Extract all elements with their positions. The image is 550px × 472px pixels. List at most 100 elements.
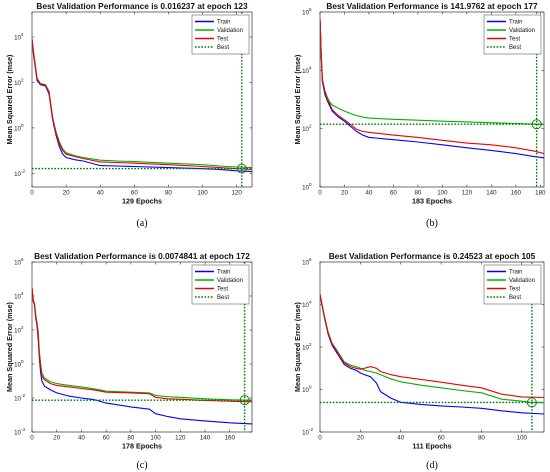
x-axis-label: 129 Epochs	[122, 197, 162, 206]
x-tick-label: 100	[437, 190, 448, 197]
panel-caption: (c)	[136, 460, 147, 471]
x-tick-label: 120	[462, 190, 473, 197]
legend-label-train: Train	[509, 20, 522, 26]
x-tick-label: 60	[438, 435, 445, 442]
y-tick-exponent: -4	[21, 427, 26, 432]
y-tick-exponent: 0	[21, 359, 24, 364]
legend-label-test: Test	[217, 287, 228, 293]
y-tick-label: 10	[302, 387, 309, 394]
x-axis-label: 183 Epochs	[412, 197, 452, 206]
x-tick-label: 80	[127, 435, 134, 442]
series-group	[32, 12, 252, 187]
y-tick-label: 10	[14, 260, 21, 267]
x-tick-label: 60	[131, 190, 138, 197]
y-tick-label: 10	[14, 294, 21, 301]
x-tick-label: 100	[197, 190, 208, 197]
y-tick-exponent: -2	[21, 393, 26, 398]
y-tick-label: 10	[302, 68, 309, 75]
legend-label-best: Best	[509, 295, 521, 301]
y-axis-label: Mean Squared Error (mse)	[5, 301, 14, 391]
y-tick-label: 10	[14, 80, 21, 87]
y-tick-exponent: 2	[309, 124, 312, 129]
legend-label-train: Train	[217, 270, 230, 276]
y-axis-label: Mean Squared Error (mse)	[293, 301, 302, 391]
y-tick-label: 10	[14, 328, 21, 335]
panel-caption: (b)	[426, 218, 438, 229]
y-tick-label: 10	[14, 125, 21, 132]
best-point-marker	[239, 395, 250, 406]
x-tick-label: 0	[318, 190, 322, 197]
series-line-train	[32, 39, 252, 173]
chart-title: Best Validation Performance is 0.016237 …	[36, 1, 248, 11]
legend-label-validation: Validation	[509, 28, 535, 34]
x-tick-label: 80	[165, 190, 172, 197]
x-tick-label: 140	[200, 435, 211, 442]
x-tick-label: 80	[414, 190, 421, 197]
chart-title: Best Validation Performance is 0.0074841…	[34, 251, 250, 261]
legend-label-test: Test	[217, 37, 228, 43]
x-tick-label: 120	[231, 190, 242, 197]
legend: Train Validation Test Best	[483, 264, 542, 305]
y-tick-exponent: 2	[21, 325, 24, 330]
series-line-test	[32, 287, 252, 403]
x-tick-label: 60	[103, 435, 110, 442]
series-line-test	[320, 18, 544, 155]
best-point-marker	[526, 397, 537, 408]
x-tick-label: 40	[397, 435, 404, 442]
legend-label-test: Test	[509, 37, 520, 43]
x-tick-label: 100	[150, 435, 161, 442]
y-tick-exponent: -2	[309, 427, 314, 432]
x-tick-label: 100	[517, 435, 528, 442]
y-tick-exponent: 0	[309, 182, 312, 187]
y-tick-label: 10	[14, 362, 21, 369]
y-axis-label: Mean Squared Error (mse)	[5, 54, 14, 144]
series-group	[320, 262, 544, 432]
legend-label-test: Test	[509, 287, 520, 293]
best-point-marker	[236, 163, 247, 174]
x-tick-label: 40	[78, 435, 85, 442]
y-tick-label: 10	[302, 302, 309, 309]
series-line-train	[320, 294, 544, 415]
chart-panel-2: Best Validation Performance is 141.9762 …	[293, 1, 546, 206]
series-line-validation	[320, 294, 544, 404]
x-tick-label: 40	[97, 190, 104, 197]
y-tick-exponent: 4	[21, 32, 24, 37]
y-tick-exponent: 0	[21, 123, 24, 128]
y-tick-label: 10	[302, 185, 309, 192]
chart-panel-1: Best Validation Performance is 0.016237 …	[5, 1, 253, 206]
chart-panel-4: Best Validation Performance is 0.24523 a…	[293, 251, 545, 451]
series-group	[32, 262, 252, 432]
y-tick-exponent: 6	[21, 257, 24, 262]
y-tick-exponent: 6	[309, 257, 312, 262]
y-tick-exponent: 0	[309, 385, 312, 390]
series-line-test	[32, 39, 252, 170]
x-tick-label: 0	[30, 190, 34, 197]
y-tick-label: 10	[14, 396, 21, 403]
x-tick-label: 180	[535, 190, 546, 197]
x-tick-label: 60	[390, 190, 397, 197]
y-tick-exponent: 4	[309, 300, 312, 305]
legend-label-validation: Validation	[509, 278, 535, 284]
y-tick-label: 10	[302, 260, 309, 267]
y-tick-label: 10	[14, 430, 21, 437]
chart-panel-3: Best Validation Performance is 0.0074841…	[5, 251, 253, 451]
x-tick-label: 20	[53, 435, 60, 442]
legend-label-train: Train	[509, 270, 522, 276]
y-tick-exponent: 4	[309, 65, 312, 70]
series-line-validation	[32, 39, 252, 169]
x-axis-label: 111 Epochs	[412, 442, 451, 451]
best-point-marker	[531, 119, 542, 130]
legend-label-train: Train	[217, 20, 230, 26]
legend-label-validation: Validation	[217, 28, 243, 34]
panel-caption: (a)	[136, 218, 147, 229]
x-tick-label: 20	[341, 190, 348, 197]
y-tick-exponent: -2	[21, 168, 26, 173]
legend: Train Validation Test Best	[483, 14, 542, 55]
x-tick-label: 80	[478, 435, 485, 442]
x-tick-label: 40	[366, 190, 373, 197]
legend-label-best: Best	[217, 295, 229, 301]
y-tick-exponent: 2	[309, 342, 312, 347]
legend-label-best: Best	[509, 45, 521, 51]
series-line-test	[320, 294, 544, 399]
x-tick-label: 0	[318, 435, 322, 442]
